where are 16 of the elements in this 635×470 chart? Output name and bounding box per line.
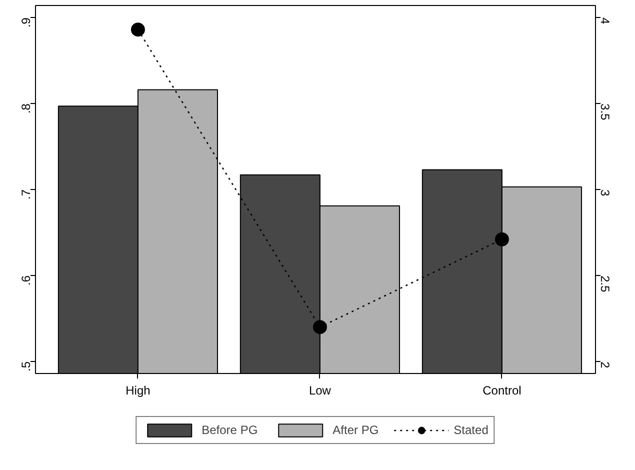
legend-label: Stated [454, 423, 488, 437]
y2-tick-label: 4 [598, 18, 612, 25]
x-tick-label: Control [482, 384, 522, 398]
y2-tick-label: 3 [598, 190, 612, 196]
y2-tick-label: 3.5 [598, 104, 612, 121]
y-tick-label: .5 [19, 361, 33, 372]
y2-tick-label: 2 [598, 361, 612, 368]
y-tick-label: .8 [19, 103, 33, 114]
legend-label: Before PG [202, 423, 258, 437]
y2-tick-label: 2.5 [598, 275, 612, 292]
x-tick-label: High [126, 384, 150, 398]
x-tick-label: Low [308, 384, 332, 398]
legend-label: After PG [332, 423, 379, 437]
y-tick-label: .9 [19, 17, 33, 28]
y-tick-label: .6 [19, 275, 33, 286]
y-tick-label: .7 [19, 189, 33, 200]
